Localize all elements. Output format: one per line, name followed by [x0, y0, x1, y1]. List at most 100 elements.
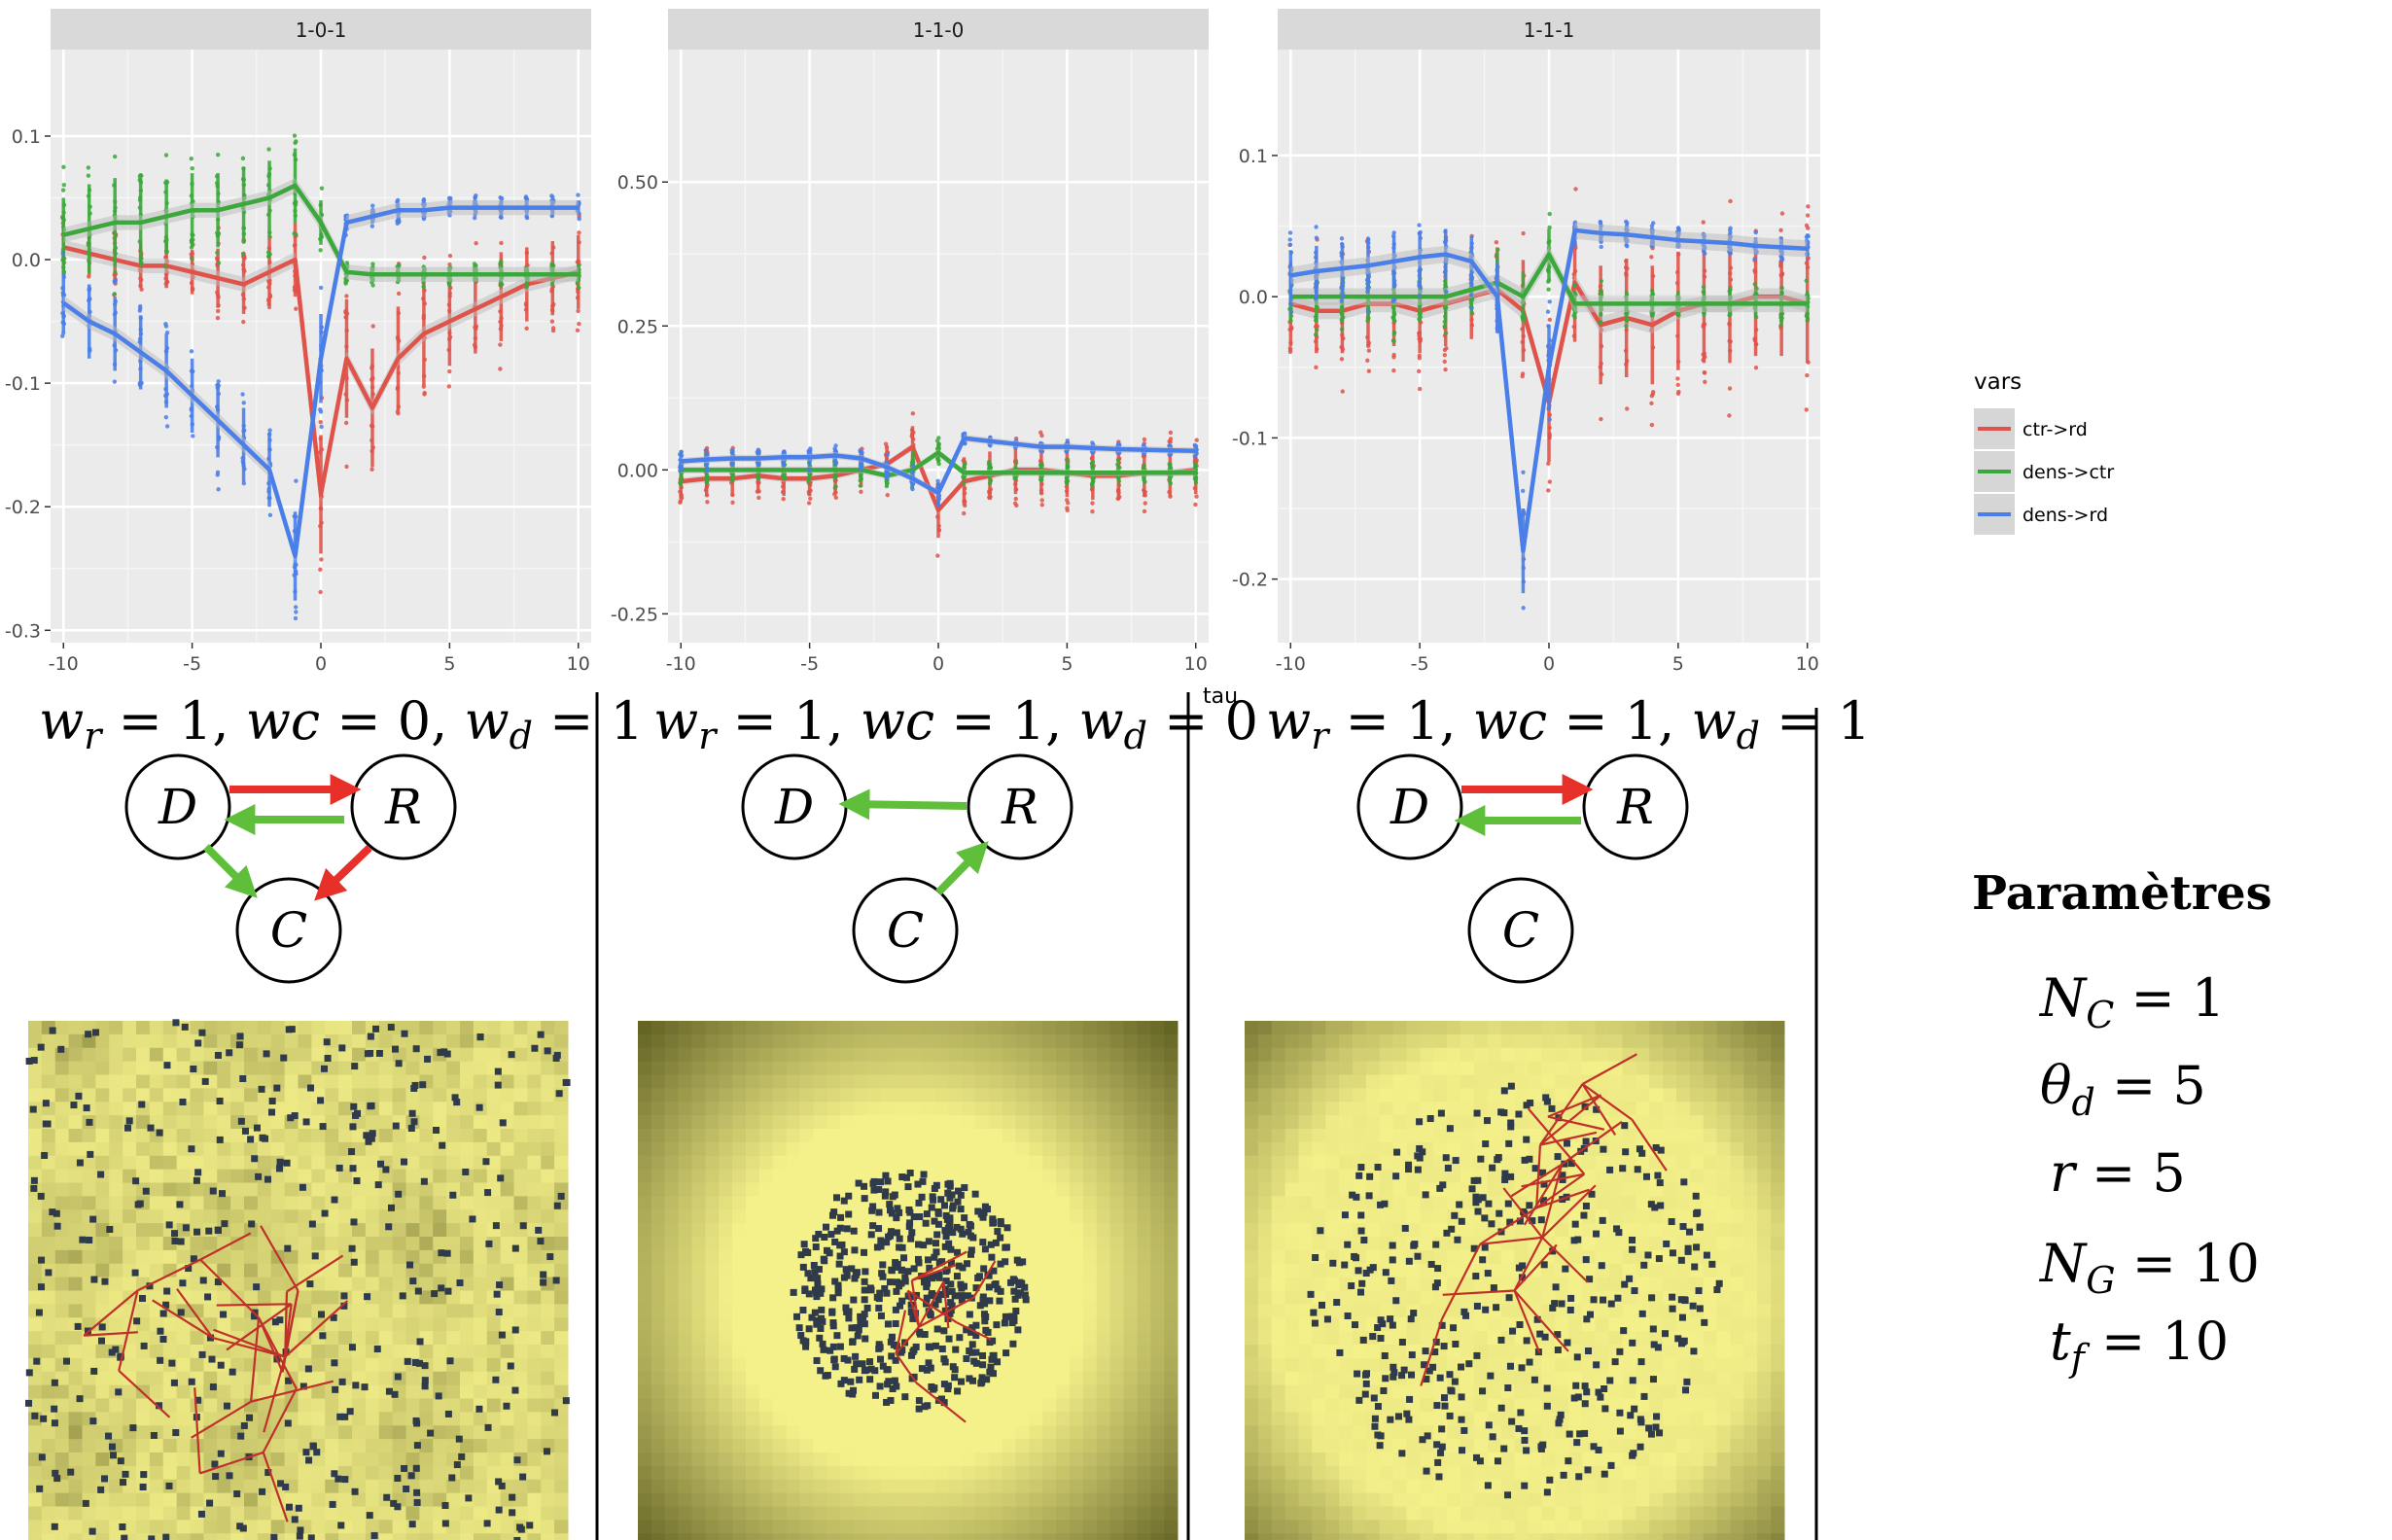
x-tick-label: 5 — [1672, 653, 1684, 675]
data-point — [216, 487, 221, 492]
data-point — [935, 478, 940, 483]
svg-text:D: D — [774, 779, 814, 835]
y-tick-label: 0.50 — [617, 172, 658, 193]
data-point — [550, 194, 555, 199]
x-tick-label: 10 — [1796, 653, 1819, 675]
data-point — [832, 492, 837, 497]
data-point — [1597, 321, 1602, 326]
data-point — [550, 328, 556, 333]
data-point — [370, 324, 375, 329]
y-tick-label: -0.1 — [5, 373, 41, 395]
data-point — [1444, 346, 1449, 351]
data-point — [422, 390, 427, 396]
data-point — [1194, 494, 1199, 499]
data-point — [112, 292, 118, 297]
data-point — [833, 495, 838, 500]
data-point — [1520, 488, 1526, 494]
data-point — [1598, 220, 1603, 226]
data-point — [191, 434, 195, 438]
data-point — [1442, 324, 1447, 329]
series-line — [62, 183, 579, 277]
data-point — [294, 139, 299, 144]
data-point — [1546, 461, 1551, 466]
y-tick-label: 0.0 — [1239, 287, 1268, 308]
data-point — [163, 263, 168, 269]
data-point — [1193, 502, 1198, 508]
data-point — [524, 326, 529, 331]
data-point — [1547, 479, 1553, 484]
y-tick-label: -0.1 — [1232, 428, 1268, 449]
data-point — [1287, 345, 1293, 351]
data-point — [705, 500, 710, 505]
data-point — [1727, 413, 1732, 418]
data-point — [294, 478, 299, 483]
legend-label: dens->ctr — [2023, 462, 2114, 483]
data-point — [1444, 289, 1449, 295]
data-point — [267, 512, 273, 518]
legend-title: vars — [1974, 369, 2022, 395]
data-point — [807, 468, 812, 473]
data-point — [1142, 508, 1147, 514]
x-tick-label: -10 — [49, 653, 79, 675]
data-point — [1547, 317, 1553, 323]
data-point — [265, 250, 271, 255]
data-point — [1546, 287, 1551, 292]
data-point — [1168, 430, 1174, 436]
x-tick-label: 0 — [315, 653, 327, 675]
x-tick-label: -5 — [183, 653, 201, 675]
data-point — [910, 411, 916, 416]
confidence-ribbon — [63, 178, 579, 282]
data-point — [1314, 365, 1319, 370]
data-point — [60, 188, 66, 192]
causal-graph-3: D R C — [1356, 753, 1689, 984]
data-point — [808, 496, 813, 501]
data-point — [1752, 282, 1758, 287]
data-point — [1754, 286, 1759, 291]
data-point — [858, 483, 863, 488]
data-point — [344, 464, 349, 470]
data-point — [1805, 372, 1810, 378]
data-point — [1779, 256, 1785, 262]
data-point — [885, 452, 890, 457]
data-point — [1365, 236, 1371, 241]
data-point — [396, 410, 401, 416]
panel-strip-label: 1-1-1 — [1524, 18, 1575, 42]
data-point — [1778, 323, 1784, 328]
data-point — [240, 251, 246, 257]
data-point — [318, 589, 323, 595]
data-point — [576, 262, 581, 268]
data-point — [319, 557, 324, 562]
data-point — [215, 153, 221, 158]
data-point — [86, 165, 91, 170]
y-tick-label: -0.3 — [5, 620, 41, 642]
data-point — [189, 349, 194, 354]
data-point — [1702, 370, 1707, 375]
legend-entry: dens->ctr — [1974, 451, 2114, 492]
data-point — [216, 379, 221, 384]
data-point — [577, 230, 581, 235]
x-tick-label: 10 — [1184, 653, 1208, 675]
data-point — [369, 467, 374, 472]
data-point — [1417, 386, 1423, 392]
data-point — [1142, 437, 1147, 442]
data-point — [577, 285, 581, 291]
data-point — [1572, 283, 1578, 288]
data-point — [1806, 204, 1811, 209]
data-point — [704, 469, 710, 473]
data-point — [730, 500, 735, 505]
data-point — [1417, 283, 1422, 289]
data-point — [1468, 293, 1474, 298]
data-point — [576, 192, 580, 197]
data-point — [935, 503, 941, 508]
node-d: D — [1356, 753, 1463, 860]
causal-graph-1: D R C — [124, 753, 457, 984]
data-point — [1039, 503, 1044, 508]
data-point — [577, 217, 581, 222]
data-point — [1624, 219, 1629, 225]
data-point — [448, 195, 453, 201]
data-point — [1013, 496, 1018, 502]
panel-strip — [51, 9, 591, 50]
data-point — [1314, 225, 1319, 229]
data-point — [576, 308, 580, 314]
x-tick-label: 0 — [932, 653, 944, 675]
